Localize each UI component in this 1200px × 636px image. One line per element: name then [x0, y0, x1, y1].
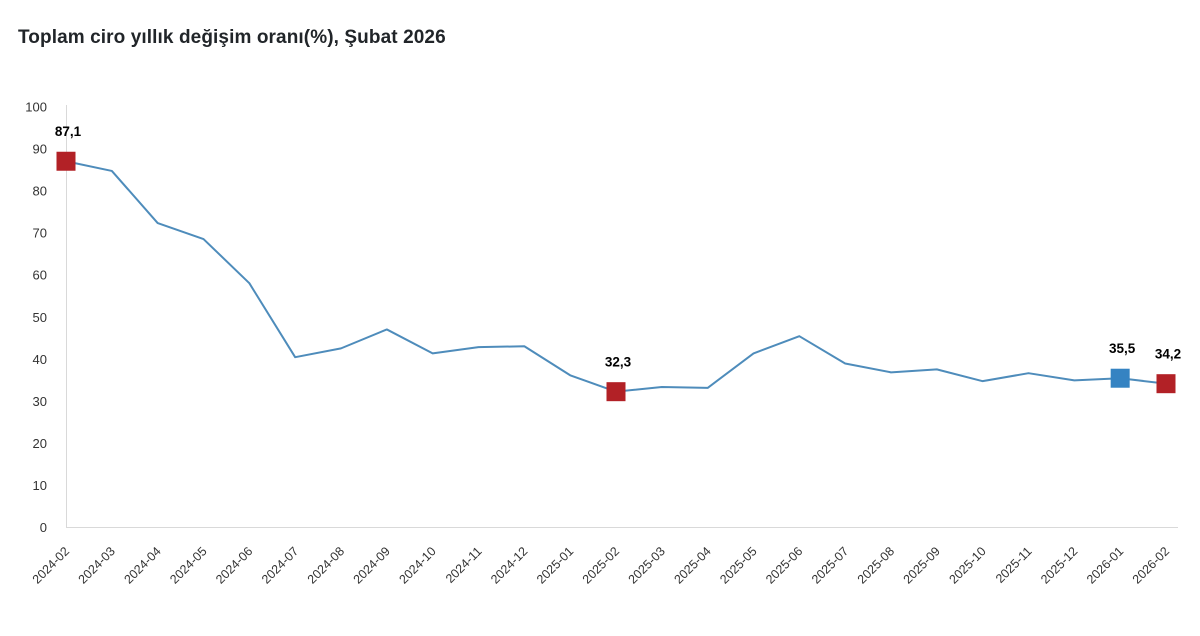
x-tick-label: 2025-05 — [717, 544, 759, 586]
x-tick-label: 2025-08 — [855, 544, 897, 586]
x-tick-label: 2025-12 — [1038, 544, 1080, 586]
x-tick-label: 2024-07 — [259, 544, 301, 586]
x-tick-label: 2025-03 — [626, 544, 668, 586]
chart-title: Toplam ciro yıllık değişim oranı(%), Şub… — [18, 27, 446, 48]
y-tick-label: 10 — [33, 478, 47, 493]
data-point-marker[interactable] — [1156, 374, 1176, 394]
x-tick-label: 2024-09 — [351, 544, 393, 586]
data-point-marker[interactable] — [56, 151, 76, 171]
x-tick-label: 2024-04 — [121, 544, 163, 586]
x-tick-label: 2025-02 — [580, 544, 622, 586]
y-tick-label: 80 — [33, 184, 47, 199]
x-tick-label: 2025-06 — [763, 544, 805, 586]
x-tick-label: 2024-02 — [30, 544, 72, 586]
x-tick-label: 2025-11 — [993, 544, 1035, 586]
data-point-label: 32,3 — [605, 355, 632, 370]
y-tick-label: 90 — [33, 142, 47, 157]
data-point-marker[interactable] — [1110, 368, 1130, 388]
data-point-label: 34,2 — [1155, 347, 1181, 362]
x-tick-label: 2024-06 — [213, 544, 255, 586]
x-tick-label: 2024-12 — [488, 544, 530, 586]
y-tick-label: 60 — [33, 268, 47, 283]
x-tick-label: 2025-01 — [534, 544, 576, 586]
y-axis-labels: 0 10 20 30 40 50 60 70 80 90 100 — [25, 100, 47, 536]
x-tick-label: 2026-02 — [1130, 544, 1172, 586]
x-tick-label: 2025-04 — [671, 544, 713, 586]
axes — [66, 105, 1178, 528]
x-tick-label: 2024-03 — [76, 544, 118, 586]
x-axis-labels: 2024-02 2024-03 2024-04 2024-05 2024-06 2024-… — [30, 544, 1172, 586]
y-tick-label: 30 — [33, 394, 47, 409]
data-point-label: 35,5 — [1109, 341, 1136, 356]
x-tick-label: 2025-09 — [901, 544, 943, 586]
y-tick-label: 70 — [33, 226, 47, 241]
x-tick-label: 2024-05 — [167, 544, 209, 586]
y-tick-label: 50 — [33, 310, 47, 325]
y-tick-label: 40 — [33, 352, 47, 367]
x-tick-label: 2026-01 — [1084, 544, 1126, 586]
x-tick-label: 2024-10 — [396, 544, 438, 586]
y-tick-label: 100 — [25, 100, 47, 115]
x-tick-label: 2025-07 — [809, 544, 851, 586]
y-tick-label: 20 — [33, 436, 47, 451]
x-tick-label: 2024-08 — [305, 544, 347, 586]
data-point-marker[interactable] — [606, 382, 626, 402]
y-tick-label: 0 — [40, 520, 47, 535]
x-tick-label: 2024-11 — [443, 544, 485, 586]
x-tick-label: 2025-10 — [946, 544, 988, 586]
highlight-markers: 87,1 32,3 35,5 34,2 — [55, 124, 1181, 402]
data-point-label: 87,1 — [55, 124, 82, 139]
